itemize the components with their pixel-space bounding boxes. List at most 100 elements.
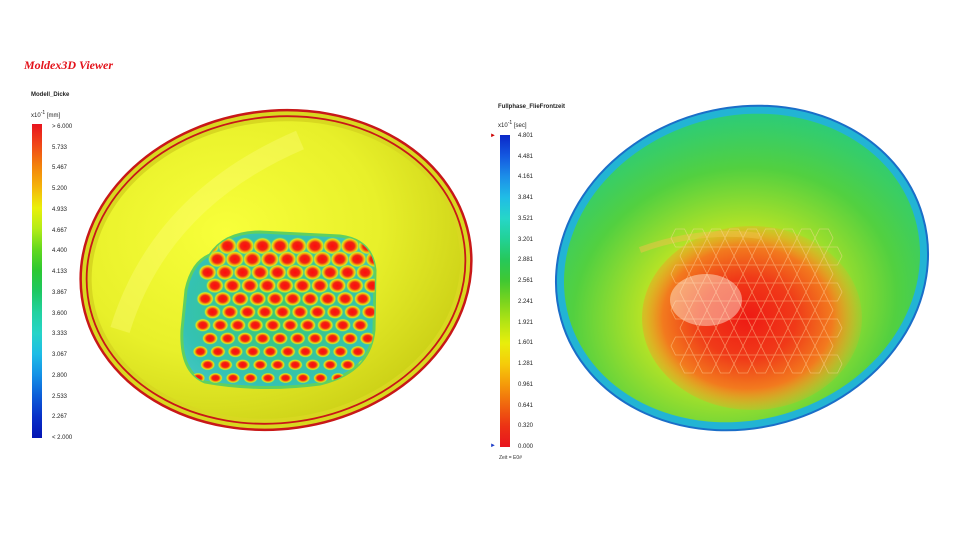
thickness-hotspot <box>295 372 311 384</box>
thickness-hotspot <box>285 264 305 281</box>
thickness-hotspot <box>313 372 328 384</box>
left-legend-tick: 3.600 <box>52 310 68 317</box>
thickness-hotspot <box>353 291 372 307</box>
thickness-hotspot <box>221 304 239 320</box>
thickness-hotspot <box>194 318 212 333</box>
thickness-hotspot <box>258 277 277 294</box>
thickness-hotspot <box>328 277 347 294</box>
thickness-hotspot <box>201 331 219 345</box>
thickness-hotspot <box>349 345 366 358</box>
thickness-hotspot <box>217 358 233 371</box>
thickness-hotspot <box>363 277 375 294</box>
thickness-hotspot <box>219 331 236 345</box>
thickness-hotspot <box>308 304 327 320</box>
thickness-hotspot <box>205 277 225 294</box>
right-color-scale-bar <box>500 135 510 447</box>
thickness-hotspot <box>207 250 228 268</box>
thickness-hotspot <box>248 291 267 307</box>
right-legend-tick: 2.881 <box>518 257 534 264</box>
thickness-hotspot <box>305 237 325 255</box>
thickness-hotspot <box>235 237 255 255</box>
thickness-hotspot <box>295 250 315 268</box>
thickness-hotspot <box>293 277 312 294</box>
thickness-hotspot <box>320 264 340 281</box>
thickness-hotspot <box>233 264 253 281</box>
left-legend-tick: 4.133 <box>52 269 68 276</box>
right-legend-tick: 2.561 <box>518 278 534 285</box>
thickness-hotspot <box>256 304 274 320</box>
thickness-hotspot <box>312 250 333 268</box>
thickness-hotspot <box>316 318 334 333</box>
right-scale-max-marker: ► <box>490 133 496 139</box>
thickness-hotspot <box>322 237 343 255</box>
thickness-hotspot <box>283 291 302 307</box>
thickness-hotspot <box>229 318 247 333</box>
thickness-hotspot <box>211 318 229 333</box>
thickness-hotspot <box>213 291 232 307</box>
thickness-hotspot <box>250 264 270 281</box>
thickness-hotspot <box>208 372 223 384</box>
thickness-hotspot <box>227 345 244 358</box>
thickness-hotspot <box>238 304 257 320</box>
left-legend-tick: 4.933 <box>52 206 68 213</box>
left-legend-unit: x10-1 [mm] <box>31 110 61 119</box>
thickness-hotspot <box>314 345 331 358</box>
right-legend-tick: 4.481 <box>518 153 534 160</box>
left-legend-tick: < 2.000 <box>52 435 73 441</box>
right-legend-tick: 1.601 <box>518 340 534 347</box>
thickness-hotspot <box>310 277 330 294</box>
thickness-hotspot <box>322 358 338 371</box>
right-legend-tick: 1.921 <box>518 319 534 326</box>
thickness-hotspot <box>338 264 358 281</box>
thickness-hotspot <box>287 237 308 255</box>
right-legend-title: Fullphase_FlieFrontzeit <box>498 104 566 110</box>
thickness-hotspot <box>318 291 337 307</box>
thickness-hotspot <box>209 345 226 358</box>
thickness-hotspot <box>330 250 350 268</box>
left-legend-tick: 5.200 <box>52 186 68 193</box>
thickness-hotspot <box>198 264 218 281</box>
left-legend-tick: 3.067 <box>52 352 68 359</box>
right-legend-tick: 2.241 <box>518 298 534 305</box>
left-legend-tick: 4.667 <box>52 227 68 234</box>
left-legend-tick: > 6.000 <box>52 124 73 130</box>
thickness-hotspot <box>260 250 280 268</box>
thickness-hotspot <box>215 264 235 281</box>
thickness-hotspot <box>199 358 216 371</box>
left-legend-tick: 2.267 <box>52 414 68 421</box>
thickness-hotspot <box>306 331 324 345</box>
thickness-hotspot <box>231 291 250 307</box>
thickness-hotspot <box>268 264 288 281</box>
thickness-hotspot <box>326 304 344 320</box>
left-legend-title: Modell_Dicke <box>31 92 70 98</box>
thickness-hotspot <box>334 318 352 333</box>
app-brand: Moldex3D Viewer <box>24 58 113 72</box>
left-color-scale-bar <box>32 124 42 438</box>
thickness-hotspot <box>355 264 375 281</box>
thickness-hotspot <box>196 291 215 307</box>
left-legend-tick: 3.867 <box>52 289 68 296</box>
thickness-hotspot <box>343 304 362 320</box>
thickness-hotspot <box>291 304 309 320</box>
right-legend-footer: Zeit = E0# <box>499 455 522 461</box>
thickness-hotspot <box>225 372 241 384</box>
thickness-hotspot <box>240 277 260 294</box>
thickness-hotspot <box>244 345 261 358</box>
thickness-hotspot <box>266 291 285 307</box>
thickness-hotspot <box>303 264 323 281</box>
thickness-hotspot <box>273 304 292 320</box>
thickness-hotspot <box>243 372 258 384</box>
thickness-hotspot <box>332 345 349 358</box>
thickness-hotspot <box>271 331 289 345</box>
thickness-hotspot <box>203 304 222 320</box>
thickness-hotspot <box>270 237 290 255</box>
right-legend-tick: 3.841 <box>518 195 534 202</box>
thickness-hotspot <box>287 358 303 371</box>
thickness-hotspot <box>324 331 341 345</box>
thickness-hotspot <box>236 331 254 345</box>
thickness-hotspot <box>278 372 293 384</box>
right-legend-tick: 0.641 <box>518 402 534 409</box>
left-legend-tick: 2.533 <box>52 393 68 400</box>
thickness-hotspot <box>264 318 282 333</box>
